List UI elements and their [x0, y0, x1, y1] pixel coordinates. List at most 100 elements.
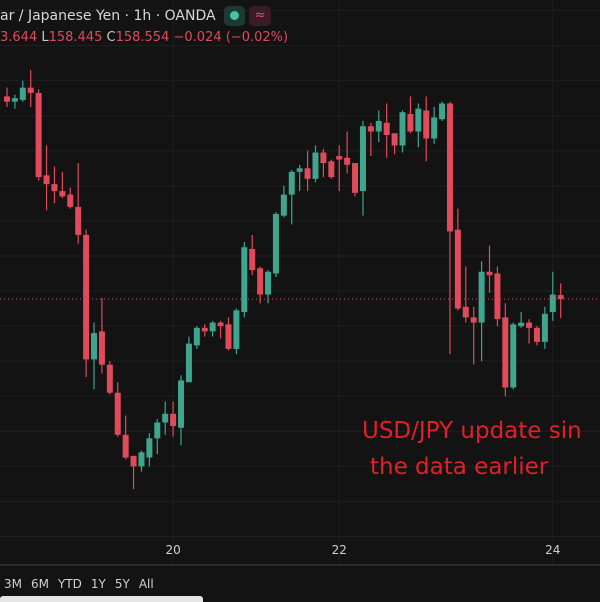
x-tick-label: 20 — [165, 543, 180, 557]
candle — [312, 145, 319, 183]
candle-body — [241, 247, 248, 313]
candle — [4, 87, 10, 107]
close-value: 158.554 — [115, 30, 170, 45]
candle — [470, 306, 477, 365]
candle-body — [296, 168, 303, 172]
candle-body — [304, 168, 311, 179]
candle-body — [51, 184, 58, 192]
candle-body — [557, 295, 564, 300]
candle-body — [225, 324, 232, 349]
candle-body — [11, 98, 18, 102]
candle-body — [91, 333, 98, 360]
time-axis[interactable]: 20 22 24 — [165, 543, 560, 557]
candle-body — [209, 322, 216, 332]
candle — [83, 229, 90, 377]
candle-body — [162, 413, 169, 423]
candle — [146, 433, 153, 467]
candle-body — [399, 112, 406, 146]
ohlc-legend: 3.644 L158.445 C158.554 −0.024 (−0.02%) — [0, 30, 288, 45]
candle — [257, 266, 264, 304]
range-all-button[interactable]: All — [138, 577, 154, 591]
candle — [478, 261, 485, 362]
candle-body — [138, 452, 145, 467]
close-label: C — [106, 30, 116, 45]
candle-body — [454, 229, 461, 309]
candle-body — [320, 152, 327, 164]
range-5y-button[interactable]: 5Y — [114, 577, 130, 591]
candle — [320, 149, 327, 178]
candle-body — [27, 87, 34, 93]
candle — [375, 110, 382, 143]
candle-body — [359, 126, 366, 192]
market-status-badge[interactable] — [223, 6, 245, 26]
candle — [407, 96, 414, 134]
candle — [431, 106, 438, 144]
candle — [67, 187, 74, 209]
symbol-title[interactable]: ar / Japanese Yen · 1h · OANDA — [0, 8, 216, 24]
candle — [59, 171, 66, 199]
candle — [75, 163, 82, 244]
candle-body — [415, 108, 422, 132]
low-label: L — [41, 30, 49, 45]
candle-body — [478, 271, 485, 323]
annotation-line-2: the data earlier — [370, 454, 549, 480]
candle — [249, 234, 256, 276]
candle-body — [130, 455, 137, 467]
candle — [344, 131, 351, 174]
candle — [367, 122, 374, 157]
candle — [288, 170, 295, 225]
candle — [462, 266, 469, 323]
candle-body — [4, 96, 10, 102]
candle-body — [98, 331, 105, 365]
market-open-dot-icon — [229, 11, 239, 20]
candle-body — [526, 322, 533, 328]
symbol-header: ar / Japanese Yen · 1h · OANDA ≈ — [0, 6, 272, 26]
candle-body — [344, 157, 351, 165]
candle-body — [185, 343, 192, 383]
range-ytd-button[interactable]: YTD — [58, 577, 82, 591]
candle — [91, 322, 98, 390]
candle — [154, 419, 161, 455]
candle — [328, 159, 335, 179]
candle — [209, 320, 216, 337]
approx-icon[interactable]: ≈ — [248, 6, 272, 26]
candle — [352, 163, 359, 197]
candle — [486, 245, 493, 293]
range-1y-button[interactable]: 1Y — [90, 577, 106, 591]
candle — [399, 110, 406, 153]
candle — [241, 241, 248, 318]
candle — [296, 164, 303, 192]
candle — [533, 326, 540, 346]
candle-body — [288, 171, 295, 195]
overlay-panel-edge — [0, 596, 203, 602]
candle-body — [201, 327, 208, 332]
candle — [446, 101, 453, 355]
candle-body — [193, 327, 200, 346]
candle-body — [502, 317, 509, 388]
candle-body — [391, 133, 398, 146]
candle — [19, 80, 26, 102]
candle — [162, 401, 169, 435]
candle — [336, 145, 343, 192]
candle — [423, 96, 430, 162]
candle-body — [494, 273, 501, 320]
candle — [454, 208, 461, 311]
range-6m-button[interactable]: 6M — [31, 577, 49, 591]
candle — [185, 336, 192, 383]
high-value: 3.644 — [0, 30, 38, 45]
candle — [494, 266, 501, 327]
candle — [27, 70, 34, 107]
candle — [359, 120, 366, 216]
range-3m-button[interactable]: 3M — [4, 577, 22, 591]
candle-body — [328, 161, 335, 178]
candle-body — [265, 271, 272, 295]
candle-body — [146, 438, 153, 458]
candle-body — [249, 248, 256, 270]
candle-body — [383, 122, 390, 135]
candle — [304, 150, 311, 192]
candle-body — [470, 317, 477, 323]
candle — [114, 382, 121, 437]
candle-body — [352, 163, 359, 193]
candle-body — [43, 175, 50, 185]
